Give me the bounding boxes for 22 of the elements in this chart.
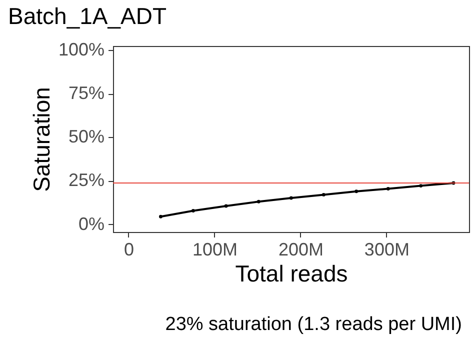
x-tick-label: 100M: [192, 240, 238, 260]
point: [224, 204, 228, 208]
y-tick-label: 25%: [68, 170, 104, 190]
chart-title: Batch_1A_ADT: [8, 3, 167, 30]
x-axis-title: Total reads: [235, 260, 348, 286]
point: [354, 190, 358, 194]
y-tick-label: 0%: [78, 214, 104, 234]
y-tick-label: 100%: [58, 40, 104, 60]
x-tick-label: 300M: [364, 240, 410, 260]
point: [386, 187, 390, 190]
y-axis-title: Saturation: [28, 87, 54, 192]
point: [289, 196, 293, 200]
point: [191, 209, 195, 212]
y-tick-label: 75%: [68, 83, 104, 104]
y-tick-label: 50%: [68, 126, 104, 147]
text: 23% saturation (1.3 reads per UMI): [164, 314, 462, 336]
point: [419, 184, 423, 188]
point: [256, 200, 260, 204]
point: [158, 214, 162, 218]
x-tick-label: 0: [124, 240, 134, 260]
x-tick-label: 200M: [278, 240, 324, 260]
point: [322, 192, 326, 196]
